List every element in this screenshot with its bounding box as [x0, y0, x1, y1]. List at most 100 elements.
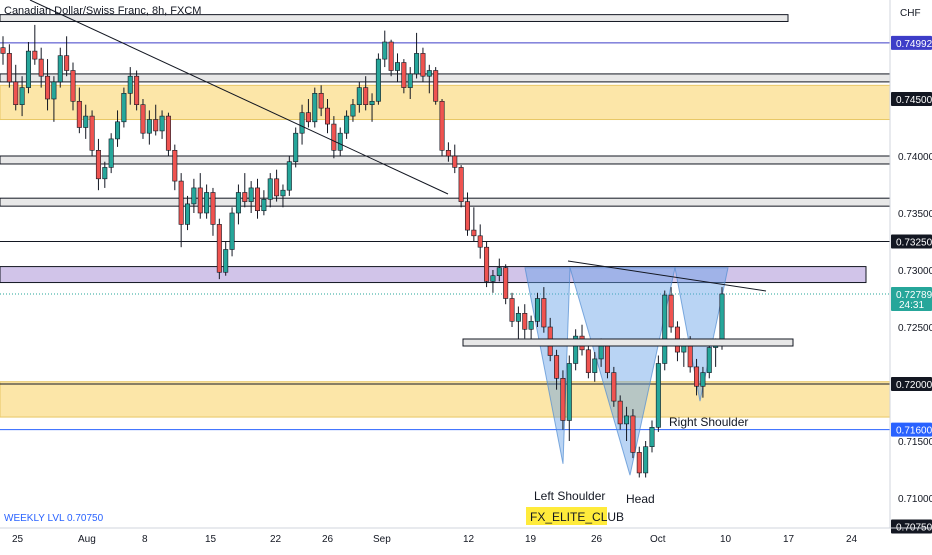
candle-body — [363, 87, 369, 105]
candle-body — [115, 121, 121, 140]
candle-body — [464, 201, 470, 231]
hs-triangle-2 — [674, 267, 729, 402]
y-tick-label: 0.73500 — [898, 209, 932, 220]
neckline — [567, 260, 767, 292]
candle-body — [522, 313, 528, 330]
x-tick-label: 25 — [12, 534, 24, 545]
candle-body — [573, 335, 579, 364]
x-tick-label: 17 — [783, 534, 795, 545]
candle-body — [617, 400, 623, 425]
candle-body — [585, 349, 591, 373]
x-tick-label: 24 — [846, 534, 858, 545]
candle-body — [496, 267, 502, 277]
x-tick-label: 10 — [720, 534, 732, 545]
candle-body — [694, 366, 700, 387]
candle-body — [210, 192, 216, 225]
candle-body — [121, 93, 127, 123]
levels-layer — [0, 42, 890, 431]
trendlines-layer — [29, 0, 794, 347]
candle-body — [6, 53, 12, 83]
candle-body — [426, 70, 432, 77]
price-tag-3 — [891, 287, 932, 312]
zones-layer — [0, 14, 891, 418]
candle-body — [76, 100, 82, 128]
zone-3 — [0, 155, 891, 165]
price-tag-1 — [891, 92, 932, 106]
candle-body — [528, 320, 534, 330]
price-tag-label: 0.73250 — [896, 238, 932, 249]
candle-body — [636, 452, 642, 474]
candle-body — [624, 415, 630, 425]
candle-body — [108, 138, 114, 168]
candle-body — [490, 275, 496, 282]
price-tag-label: 0.74992 — [896, 39, 932, 50]
candle-body — [248, 187, 254, 202]
club-badge — [526, 507, 607, 525]
x-tick-label: 19 — [525, 534, 537, 545]
x-tick-label: 26 — [591, 534, 603, 545]
zone-1 — [0, 73, 891, 83]
candle-body — [134, 75, 140, 105]
candle-body — [369, 100, 375, 105]
time-axis: 25 Aug 8 15 22 26 Sep 12 19 26 Oct 10 17 24 — [0, 527, 932, 545]
x-tick-label: 26 — [322, 534, 334, 545]
candle-body — [356, 87, 362, 105]
x-tick-label: Oct — [650, 534, 666, 545]
candle-body — [204, 192, 210, 214]
annotations-layer: Left Shoulder Head Right Shoulder FX_ELITE_… — [4, 415, 748, 525]
candle-body — [235, 192, 241, 214]
price-axis: 0.71000 0.71500 0.72000 0.72500 0.73000 0.735… — [889, 0, 932, 534]
x-tick-label: Sep — [373, 534, 391, 545]
candle-body — [337, 132, 343, 151]
candle-body — [255, 187, 261, 212]
candle-body — [191, 187, 197, 205]
y-tick-label: 0.71000 — [898, 494, 932, 505]
candle-body — [706, 347, 712, 373]
candle-body — [509, 298, 515, 322]
candle-body — [280, 189, 286, 197]
zone-0 — [0, 14, 789, 22]
candle-body — [242, 192, 248, 202]
chart-title: Canadian Dollar/Swiss Franc, 8h, FXCM — [4, 5, 201, 17]
candle-body — [299, 112, 305, 134]
candle-body — [515, 313, 521, 322]
candle-body — [649, 427, 655, 448]
candle-body — [471, 229, 477, 237]
candle-body — [127, 75, 133, 94]
candle-body — [70, 70, 76, 102]
candle-body — [45, 75, 51, 100]
price-tag-6 — [891, 519, 932, 534]
candle-body — [541, 298, 547, 328]
candle-body — [534, 298, 540, 322]
candle-body — [83, 115, 89, 128]
price-tag-2 — [891, 234, 932, 249]
x-tick-label: Aug — [78, 534, 96, 545]
candle-body — [503, 267, 509, 299]
zone-2 — [0, 84, 891, 121]
candle-body — [102, 167, 108, 180]
candle-body — [197, 187, 203, 214]
candle-body — [611, 372, 617, 402]
x-tick-label: 8 — [142, 534, 148, 545]
candle-body — [401, 62, 407, 88]
candle-body — [267, 178, 273, 200]
weekly-level-label: WEEKLY LVL 0.70750 — [4, 513, 104, 524]
trendline-down — [29, 0, 449, 195]
candle-body — [668, 294, 674, 328]
price-tag-label: 0.72000 — [896, 380, 932, 391]
candle-body — [305, 112, 311, 123]
candle-body — [630, 415, 636, 453]
candle-body — [32, 50, 38, 60]
candle-body — [331, 123, 337, 151]
price-tag-5 — [891, 422, 932, 437]
candle-body — [388, 41, 394, 71]
candle-body — [274, 178, 280, 197]
candle-body — [223, 249, 229, 273]
candle-body — [439, 100, 445, 151]
y-tick-label: 0.73000 — [898, 266, 932, 277]
candle-body — [325, 107, 331, 125]
candle-body — [566, 363, 572, 421]
candle-body — [13, 81, 19, 106]
